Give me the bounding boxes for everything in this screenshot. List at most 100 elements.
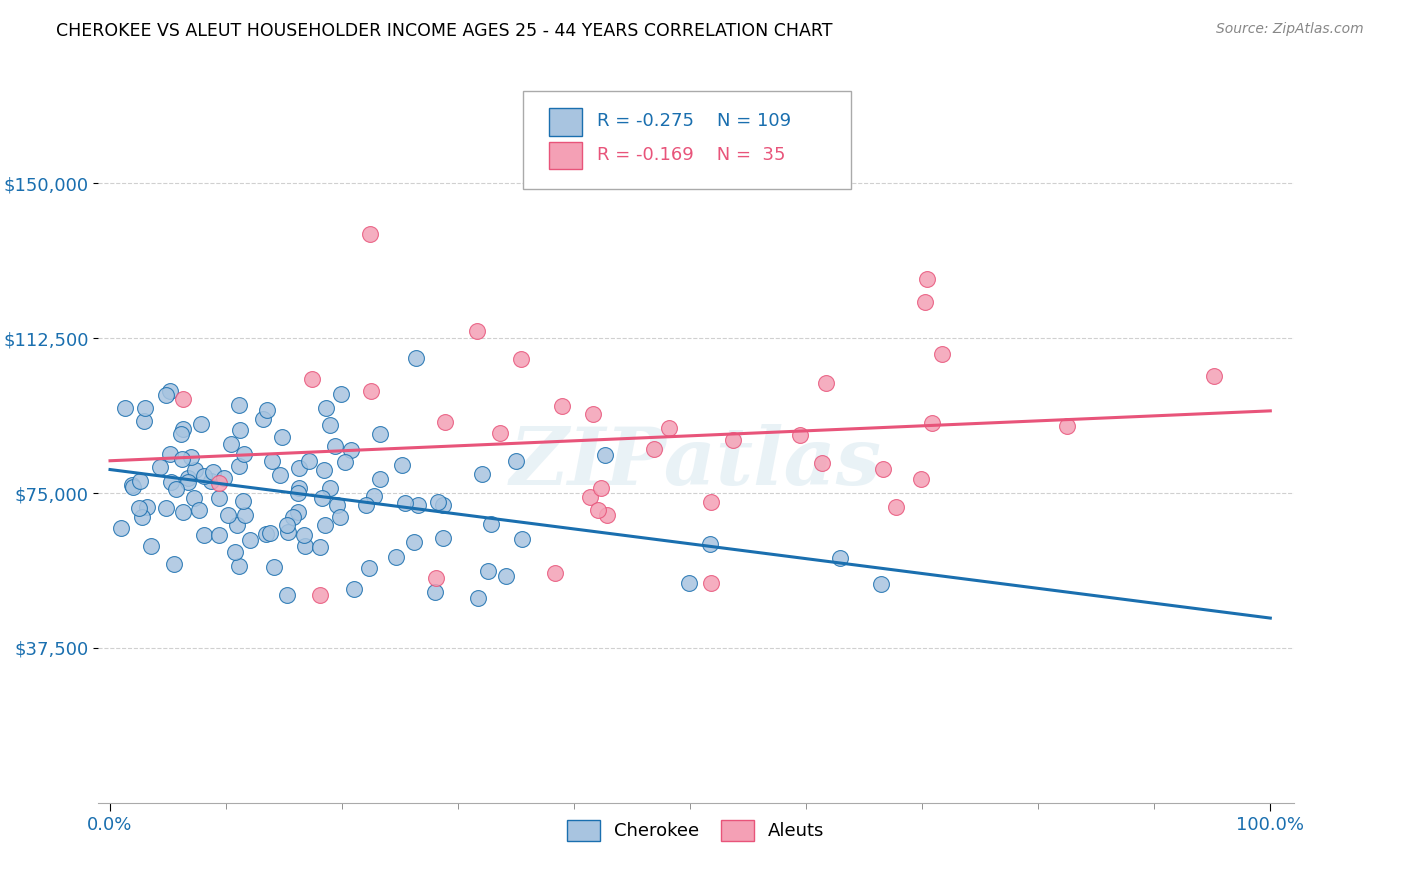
FancyBboxPatch shape (523, 91, 852, 189)
Point (159, 384, 181, 398)
Point (471, 467, 494, 481)
Point (163, 558, 186, 572)
Point (578, 491, 600, 505)
Point (721, 434, 744, 448)
Point (921, 416, 943, 430)
Point (423, 585, 446, 599)
Point (177, 471, 200, 485)
Point (309, 588, 332, 602)
Point (177, 475, 200, 490)
Point (193, 527, 215, 541)
Point (329, 387, 352, 401)
Point (183, 491, 205, 505)
Point (132, 413, 155, 427)
Point (208, 491, 231, 506)
Point (287, 505, 309, 519)
Point (432, 498, 454, 512)
Point (276, 518, 298, 533)
Point (155, 501, 177, 516)
Point (326, 498, 349, 512)
Point (184, 463, 207, 477)
Point (510, 532, 533, 546)
Point (370, 427, 392, 442)
Point (505, 453, 527, 467)
Point (228, 458, 250, 473)
Point (159, 447, 181, 461)
Point (432, 531, 454, 545)
Point (700, 495, 723, 509)
Point (591, 482, 613, 496)
Point (256, 403, 278, 417)
Point (233, 508, 256, 522)
Point (479, 516, 502, 531)
Point (356, 499, 378, 513)
Point (128, 500, 150, 515)
Point (298, 454, 321, 468)
Point (301, 371, 323, 385)
Point (915, 272, 938, 286)
Point (329, 510, 352, 524)
Point (165, 482, 187, 496)
Point (309, 540, 332, 554)
Point (131, 509, 153, 524)
Point (319, 418, 342, 433)
FancyBboxPatch shape (548, 142, 582, 169)
Point (368, 472, 391, 486)
Legend: Cherokee, Aleuts: Cherokee, Aleuts (560, 813, 832, 848)
Point (172, 451, 194, 466)
Point (477, 564, 499, 578)
Point (869, 577, 891, 591)
Point (134, 401, 156, 415)
Point (252, 412, 274, 426)
Point (225, 517, 247, 532)
Point (277, 524, 299, 539)
Point (212, 471, 235, 485)
Point (294, 539, 316, 553)
Point (269, 468, 291, 483)
Point (263, 560, 285, 574)
Point (228, 398, 250, 412)
Point (129, 474, 152, 488)
Point (593, 449, 616, 463)
Point (872, 462, 894, 476)
Point (596, 508, 619, 522)
Point (426, 495, 449, 509)
Point (276, 588, 298, 602)
Text: R = -0.169    N =  35: R = -0.169 N = 35 (596, 145, 786, 164)
Point (287, 486, 309, 500)
Point (815, 376, 838, 391)
Text: CHEROKEE VS ALEUT HOUSEHOLDER INCOME AGES 25 - 44 YEARS CORRELATION CHART: CHEROKEE VS ALEUT HOUSEHOLDER INCOME AGE… (56, 22, 832, 40)
Point (323, 438, 346, 452)
Point (391, 458, 413, 472)
Point (811, 456, 834, 470)
Point (789, 428, 811, 442)
Point (190, 417, 212, 432)
Point (172, 392, 194, 406)
Point (110, 521, 132, 535)
Point (232, 493, 254, 508)
Point (312, 463, 335, 477)
Point (281, 510, 304, 524)
Point (340, 443, 363, 458)
Point (315, 401, 337, 415)
Point (489, 425, 512, 440)
Point (121, 480, 143, 494)
Point (260, 453, 283, 467)
Point (467, 591, 489, 606)
Point (914, 295, 936, 310)
Point (318, 481, 340, 495)
Point (910, 472, 932, 486)
Point (292, 527, 315, 541)
Point (658, 421, 681, 435)
Point (1056, 418, 1078, 433)
Point (357, 561, 380, 575)
Point (700, 576, 723, 591)
Point (343, 582, 366, 596)
Point (149, 460, 172, 475)
Point (1202, 369, 1225, 384)
Point (121, 477, 143, 491)
Point (425, 571, 447, 585)
Point (433, 415, 456, 429)
Point (287, 481, 309, 495)
Point (359, 227, 381, 241)
